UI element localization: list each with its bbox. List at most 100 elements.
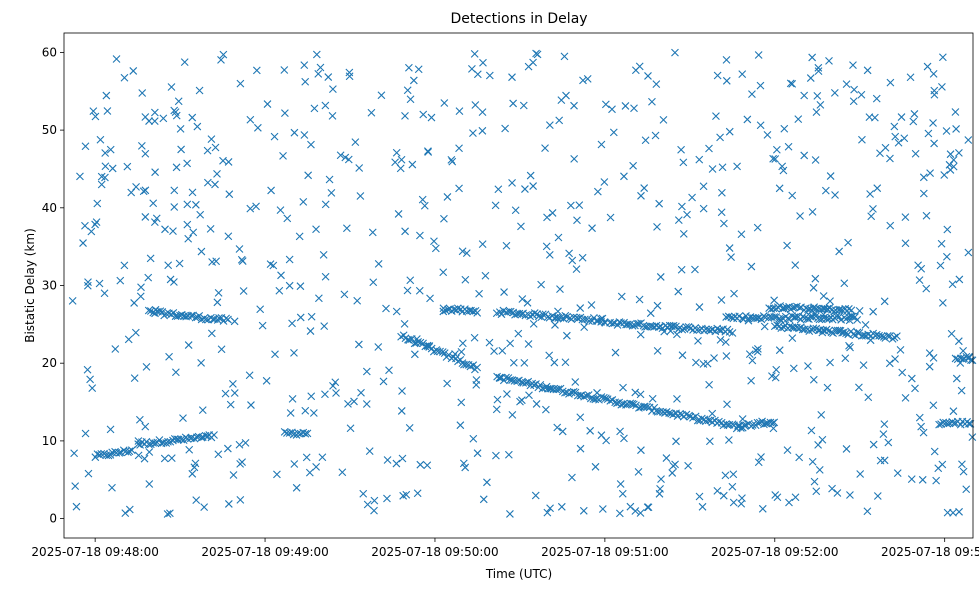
detection-point	[177, 435, 186, 444]
detection-point	[738, 494, 746, 503]
detection-point	[753, 418, 762, 427]
detection-point	[571, 388, 580, 397]
detection-point	[440, 349, 449, 358]
detection-point	[826, 172, 835, 180]
detection-point	[886, 154, 894, 163]
detection-point	[189, 228, 198, 237]
detection-point	[490, 347, 498, 355]
detection-point	[651, 131, 660, 140]
detection-point	[780, 124, 789, 133]
detection-point	[497, 310, 506, 319]
detection-point	[725, 244, 734, 252]
detection-point	[362, 367, 371, 376]
detection-point	[132, 182, 140, 191]
detection-point	[830, 89, 839, 97]
detection-point	[518, 295, 527, 303]
detection-point	[534, 312, 543, 321]
detection-point	[737, 230, 746, 239]
detection-point	[188, 113, 197, 122]
detection-point	[583, 75, 592, 83]
detection-point	[103, 107, 112, 115]
detection-point	[747, 262, 756, 271]
detection-point	[137, 283, 145, 292]
detection-point	[316, 63, 325, 72]
detection-point	[383, 494, 391, 503]
detection-point	[550, 358, 559, 367]
detection-point	[491, 201, 500, 210]
detection-point	[469, 361, 478, 370]
detection-point	[914, 261, 922, 270]
detection-point	[524, 377, 533, 386]
detection-point	[475, 289, 483, 298]
detection-point	[163, 510, 172, 518]
detection-point	[79, 239, 87, 247]
detection-point	[135, 415, 144, 424]
detection-point	[893, 469, 902, 478]
detection-point	[828, 484, 836, 493]
detection-point	[354, 340, 363, 349]
detection-point	[344, 155, 353, 164]
detection-point	[656, 407, 664, 416]
detection-point	[106, 145, 115, 154]
detection-point	[835, 247, 844, 256]
detection-point	[494, 185, 503, 194]
detection-point	[875, 331, 883, 340]
detection-point	[582, 391, 591, 400]
detection-point	[571, 378, 580, 386]
detection-point	[276, 206, 285, 215]
detection-point	[573, 216, 581, 225]
detection-point	[383, 456, 392, 464]
detection-point	[174, 97, 183, 106]
detection-point	[697, 414, 706, 423]
detection-point	[416, 460, 425, 469]
detection-point	[101, 162, 110, 171]
detection-point	[588, 224, 596, 233]
detection-point	[68, 296, 77, 305]
detection-point	[300, 131, 309, 139]
detection-point	[321, 390, 329, 399]
detection-point	[409, 76, 418, 85]
detection-point	[791, 493, 800, 502]
detection-point	[519, 101, 528, 110]
detection-point	[926, 169, 935, 177]
x-tick-label: 2025-07-18 09:49:00	[201, 545, 328, 559]
detection-point	[812, 487, 821, 496]
detection-point	[866, 336, 875, 345]
detection-point	[576, 413, 585, 422]
detection-point	[328, 111, 337, 120]
detection-point	[771, 155, 780, 163]
detection-point	[876, 456, 885, 465]
detection-point	[370, 496, 379, 505]
detection-point	[481, 271, 490, 280]
detection-point	[338, 468, 347, 477]
detection-point	[644, 72, 652, 80]
detection-point	[355, 164, 364, 172]
detection-point	[813, 91, 822, 100]
detection-point	[415, 286, 424, 295]
detection-point	[296, 282, 305, 291]
detection-point	[786, 79, 795, 88]
detection-point	[901, 394, 910, 402]
detection-point	[721, 338, 730, 347]
detection-point	[758, 504, 767, 513]
detection-point	[236, 496, 245, 504]
detection-point	[929, 70, 938, 78]
y-tick-label: 20	[42, 356, 57, 370]
detection-point	[783, 446, 792, 455]
detection-point	[682, 410, 691, 419]
detection-point	[678, 202, 686, 211]
detection-point	[392, 459, 401, 468]
detection-point	[151, 168, 159, 177]
detection-point	[403, 86, 412, 95]
detection-point	[188, 469, 197, 478]
detection-point	[949, 407, 958, 416]
detection-point	[644, 503, 653, 512]
detection-point	[757, 453, 765, 461]
detection-point	[440, 214, 448, 223]
detection-point	[149, 199, 158, 208]
detection-point	[938, 83, 946, 91]
detection-point	[962, 485, 971, 494]
detection-point	[185, 445, 194, 454]
detection-point	[773, 321, 782, 330]
detection-point	[397, 155, 406, 164]
